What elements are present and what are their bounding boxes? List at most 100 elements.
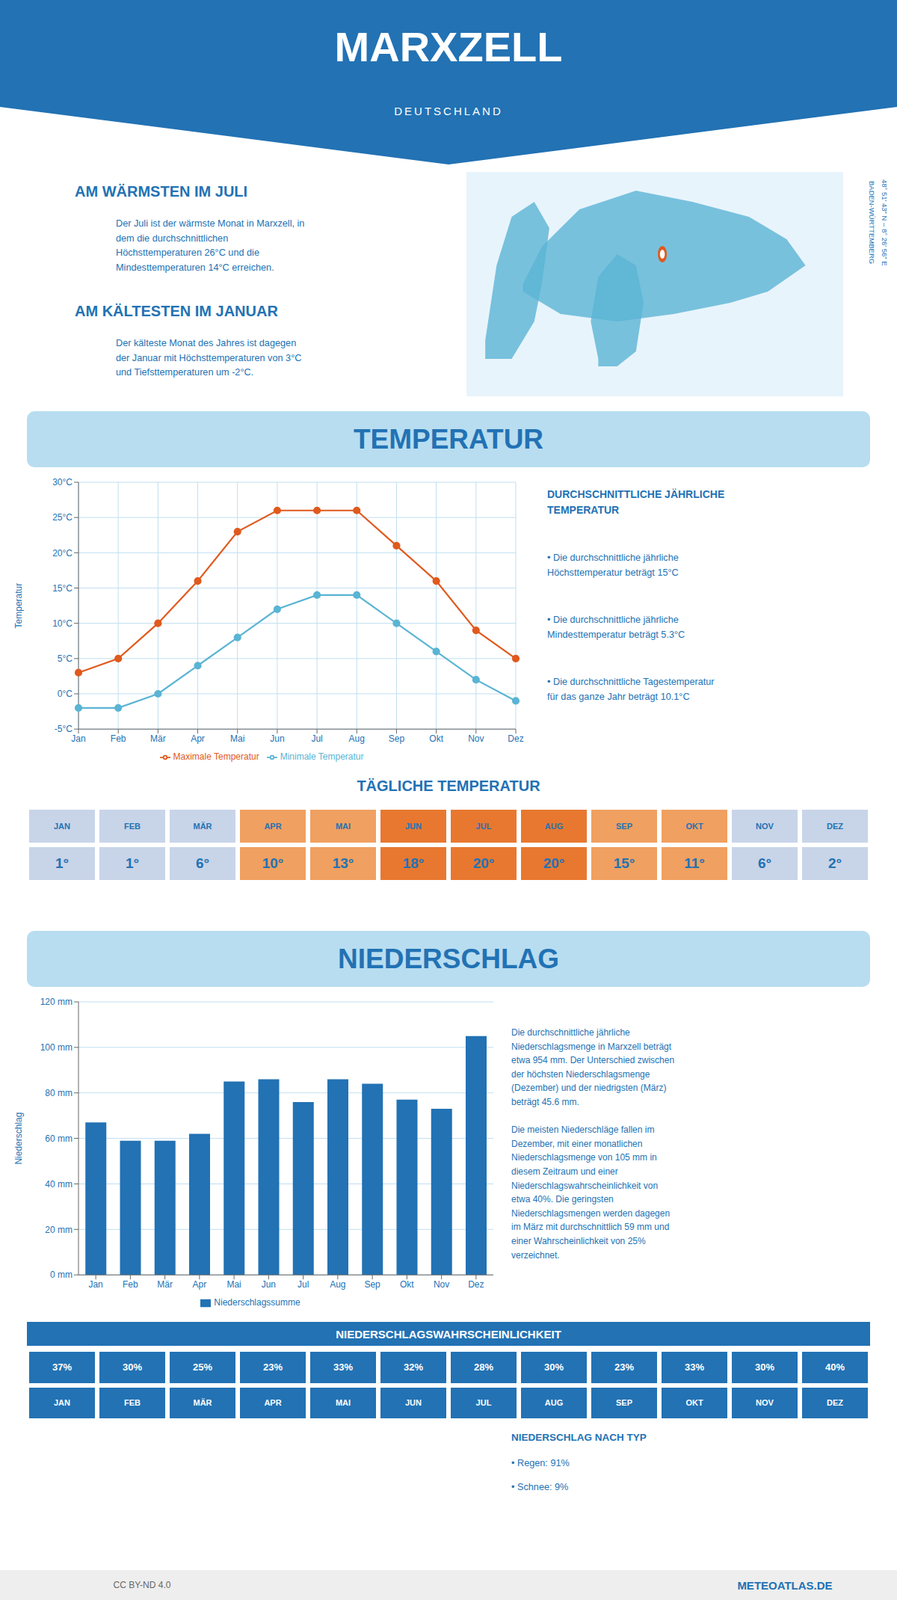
html-text:20°: 20°: [472, 855, 495, 871]
svg-text:Jan: Jan: [88, 1278, 103, 1290]
html-text:NIEDERSCHLAG: NIEDERSCHLAG: [337, 942, 560, 974]
html-text:OKT: OKT: [685, 821, 704, 831]
html-text:37%: 37%: [52, 1361, 72, 1373]
html-text:NOV: NOV: [755, 821, 774, 831]
html-text:25%: 25%: [192, 1361, 213, 1373]
html-text:Maximale Temperatur: Maximale Temperatur: [173, 751, 260, 762]
html-text:Der Juli ist der wärmste Monat: Der Juli ist der wärmste Monat in Marxze…: [115, 218, 305, 273]
html-text:• Schnee: 9%: • Schnee: 9%: [511, 1481, 569, 1493]
html-text:6°: 6°: [195, 855, 210, 871]
html-text:TÄGLICHE TEMPERATUR: TÄGLICHE TEMPERATUR: [356, 777, 541, 794]
html-text:• Die durchschnittliche Tagest: • Die durchschnittliche Tagestemperatur …: [547, 676, 715, 702]
svg-text:Okt: Okt: [429, 733, 444, 744]
html-text:• Die durchschnittliche jährli: • Die durchschnittliche jährliche Mindes…: [547, 614, 685, 640]
svg-text:Jun: Jun: [261, 1278, 276, 1290]
svg-text:30°C: 30°C: [52, 476, 73, 488]
html-text:JUN: JUN: [405, 821, 422, 831]
html-text:32%: 32%: [403, 1361, 424, 1373]
html-text:TEMPERATUR: TEMPERATUR: [353, 423, 544, 455]
html-text:Der kälteste Monat des Jahres: Der kälteste Monat des Jahres ist dagege…: [115, 337, 302, 378]
html-text:AUG: AUG: [544, 821, 564, 831]
html-text:20°: 20°: [543, 855, 565, 871]
html-text:2°: 2°: [828, 855, 842, 871]
html-text:33%: 33%: [684, 1361, 705, 1373]
html-text:NIEDERSCHLAG NACH TYP: NIEDERSCHLAG NACH TYP: [511, 1431, 647, 1443]
html-text:15°: 15°: [613, 855, 635, 871]
html-text:METEOATLAS.DE: METEOATLAS.DE: [737, 1578, 833, 1592]
svg-text:0°C: 0°C: [57, 688, 73, 699]
svg-text:100 mm: 100 mm: [40, 1042, 73, 1053]
html-text:MARXZELL: MARXZELL: [334, 23, 563, 71]
svg-text:Dez: Dez: [507, 733, 524, 744]
svg-text:Nov: Nov: [467, 733, 484, 744]
svg-text:Temperatur: Temperatur: [13, 583, 24, 629]
html-text:AM WÄRMSTEN IM JULI: AM WÄRMSTEN IM JULI: [74, 183, 248, 200]
svg-text:Apr: Apr: [192, 1278, 208, 1290]
html-text:MAI: MAI: [335, 821, 351, 831]
svg-text:Sep: Sep: [364, 1278, 381, 1290]
svg-text:Feb: Feb: [110, 733, 127, 744]
html-text:1°: 1°: [125, 855, 140, 871]
html-text:23%: 23%: [614, 1361, 634, 1373]
svg-text:Feb: Feb: [122, 1278, 139, 1290]
svg-text:Mär: Mär: [156, 1278, 173, 1290]
svg-text:80 mm: 80 mm: [44, 1087, 73, 1099]
html-text:MÄR: MÄR: [193, 821, 212, 831]
svg-text:20 mm: 20 mm: [44, 1224, 73, 1235]
html-text:6°: 6°: [757, 855, 772, 871]
html-text:Die durchschnittliche jährlich: Die durchschnittliche jährliche Niedersc…: [511, 1027, 675, 1260]
html-text:• Regen: 91%: • Regen: 91%: [511, 1457, 570, 1469]
svg-text:15°C: 15°C: [52, 583, 73, 594]
svg-text:25°C: 25°C: [52, 512, 73, 523]
html-text:• Die durchschnittliche jährli: • Die durchschnittliche jährliche Höchst…: [547, 552, 679, 578]
html-text:1°: 1°: [55, 855, 69, 871]
svg-text:60 mm: 60 mm: [44, 1133, 73, 1144]
html-text:10°: 10°: [262, 855, 284, 871]
html-text:28%: 28%: [473, 1361, 494, 1373]
html-text:Minimale Temperatur: Minimale Temperatur: [280, 751, 364, 762]
html-text:23%: 23%: [263, 1361, 283, 1373]
html-text:40%: 40%: [825, 1361, 845, 1373]
svg-text:Aug: Aug: [329, 1278, 346, 1290]
svg-text:5°C: 5°C: [57, 653, 73, 664]
svg-text:40 mm: 40 mm: [44, 1178, 73, 1190]
html-text:JAN: JAN: [53, 821, 71, 831]
html-text:JUL: JUL: [475, 821, 492, 831]
svg-text:Jul: Jul: [310, 733, 323, 744]
svg-text:Mai: Mai: [230, 733, 245, 744]
html-text:NIEDERSCHLAGSWAHRSCHEINLICHKEI: NIEDERSCHLAGSWAHRSCHEINLICHKEIT: [335, 1327, 562, 1340]
html-text:CC BY-ND 4.0: CC BY-ND 4.0: [113, 1579, 171, 1590]
svg-text:Sep: Sep: [388, 733, 406, 744]
html-text:30%: 30%: [544, 1361, 564, 1373]
html-text:Niederschlagssumme: Niederschlagssumme: [214, 1297, 301, 1308]
svg-text:Niederschlag: Niederschlag: [13, 1112, 24, 1165]
html-text:SEP: SEP: [615, 821, 633, 831]
svg-text:Jun: Jun: [269, 733, 285, 744]
html-text:30%: 30%: [122, 1361, 143, 1373]
svg-text:120 mm: 120 mm: [40, 996, 73, 1007]
svg-text:Mai: Mai: [226, 1278, 241, 1290]
svg-text:Jan: Jan: [71, 733, 86, 744]
html-text:APR: APR: [264, 821, 282, 831]
html-text:11°: 11°: [684, 855, 705, 871]
svg-text:Nov: Nov: [433, 1278, 450, 1290]
html-text:30%: 30%: [754, 1361, 775, 1373]
svg-text:Jul: Jul: [297, 1278, 309, 1290]
svg-text:0 mm: 0 mm: [50, 1269, 73, 1280]
svg-text:Aug: Aug: [349, 733, 365, 744]
svg-text:Mär: Mär: [150, 733, 166, 744]
svg-text:10°C: 10°C: [52, 618, 73, 629]
html-text:33%: 33%: [333, 1361, 353, 1373]
html-text:AM KÄLTESTEN IM JANUAR: AM KÄLTESTEN IM JANUAR: [74, 302, 278, 320]
svg-text:Dez: Dez: [467, 1278, 484, 1290]
svg-text:Okt: Okt: [399, 1278, 415, 1290]
html-text:13°: 13°: [332, 855, 354, 871]
html-text:DEUTSCHLAND: DEUTSCHLAND: [394, 104, 503, 118]
html-text:18°: 18°: [402, 855, 425, 871]
svg-text:Apr: Apr: [190, 733, 205, 744]
svg-text:20°C: 20°C: [52, 547, 73, 559]
svg-text:-5°C: -5°C: [54, 723, 73, 735]
html-text:FEB: FEB: [124, 821, 141, 831]
html-text:DURCHSCHNITTLICHE JÄHRLICHE TE: DURCHSCHNITTLICHE JÄHRLICHE TEMPERATUR: [547, 488, 725, 516]
html-text:48° 51' 43" N – 8° 26' 56" E B: 48° 51' 43" N – 8° 26' 56" E BADEN-WÜRTT…: [867, 179, 889, 266]
